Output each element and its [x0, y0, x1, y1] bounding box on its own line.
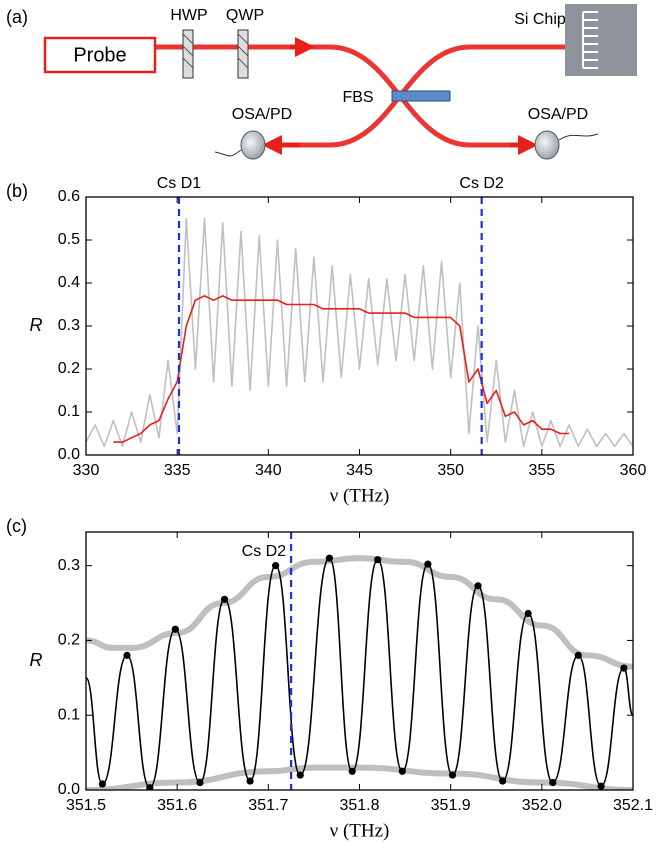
- marker: [123, 651, 131, 659]
- hatch: [237, 33, 249, 69]
- annotation: Cs D1: [157, 175, 202, 192]
- marker: [296, 771, 304, 779]
- y-tick-label: 0.2: [58, 360, 80, 377]
- chart: (b) Cs D1 Cs D2 330 335 340 345 350 355 360 0.0 0.1…: [6, 175, 646, 506]
- series-line: [113, 295, 570, 443]
- marker: [620, 664, 628, 672]
- hwp-plate: [182, 29, 194, 79]
- marker: [424, 560, 432, 568]
- y-tick-label: 0.3: [58, 557, 80, 574]
- x-tick-label: 330: [73, 462, 100, 479]
- marker: [448, 771, 457, 779]
- panel-label: (c): [6, 516, 27, 536]
- x-tick-label: 360: [620, 462, 647, 479]
- y-tick-label: 0.0: [58, 446, 80, 463]
- marker: [597, 782, 605, 790]
- x-tick-label: 351.7: [248, 797, 288, 814]
- envelope: [86, 764, 633, 790]
- x-tick-label: 352.1: [613, 797, 653, 814]
- marker: [499, 777, 507, 785]
- y-tick-label: 0.6: [58, 188, 80, 205]
- frame: [85, 531, 634, 791]
- y-tick-label: 0.1: [58, 706, 80, 723]
- x-tick-label: 351.6: [157, 797, 197, 814]
- qwp-label: QWP: [226, 7, 264, 24]
- y-tick-label: 0.0: [58, 781, 80, 798]
- marker: [574, 651, 582, 659]
- marker: [374, 556, 382, 564]
- chip-label: Si Chip: [514, 11, 566, 28]
- frame: [85, 196, 634, 456]
- x-tick-label: 355: [528, 462, 555, 479]
- x-tick-label: 352.0: [522, 797, 562, 814]
- marker: [398, 767, 406, 775]
- marker: [196, 778, 204, 787]
- qwp-plate: [237, 29, 249, 79]
- marker: [524, 609, 532, 618]
- diagram: (a) Probe HWP QWP FBS Si Chip OSA/PD OSA…: [6, 4, 637, 160]
- x-tick-label: 351.8: [339, 797, 379, 814]
- y-tick-label: 0.5: [58, 231, 80, 248]
- envelope: [86, 555, 633, 670]
- y-tick-label: 0.4: [58, 274, 80, 291]
- chip-lines: [582, 11, 598, 69]
- annotation: Cs D2: [459, 175, 504, 192]
- marker: [325, 554, 334, 562]
- fbs: [391, 90, 451, 102]
- cable: [214, 149, 242, 157]
- y-tick-label: 0.2: [58, 632, 80, 649]
- probe-box: [43, 36, 157, 74]
- x-tick-label: 351.5: [66, 797, 106, 814]
- y-axis-label: R: [30, 315, 43, 335]
- plot-area: [86, 217, 633, 448]
- series-line: [86, 217, 633, 448]
- x-tick-label: 350: [437, 462, 464, 479]
- fbs-label: FBS: [342, 89, 373, 106]
- y-tick-label: 0.3: [58, 317, 80, 334]
- hwp-label: HWP: [170, 7, 207, 24]
- x-axis-label: ν (THz): [330, 820, 390, 841]
- annotation: Cs D2: [242, 543, 287, 560]
- x-tick-label: 340: [255, 462, 282, 479]
- y-tick-label: 0.1: [58, 403, 80, 420]
- marker: [246, 777, 254, 785]
- marker: [348, 767, 356, 775]
- marker: [220, 595, 229, 603]
- x-axis-label: ν (THz): [330, 485, 390, 506]
- plot-area: [86, 554, 633, 790]
- detector: [534, 130, 560, 160]
- cable: [558, 133, 599, 141]
- marker: [474, 582, 482, 590]
- probe-label: Probe: [73, 44, 126, 66]
- marker: [98, 780, 107, 788]
- x-tick-label: 345: [346, 462, 373, 479]
- chip: [565, 4, 637, 76]
- panel-label: (b): [6, 181, 28, 201]
- osa-label: OSA/PD: [528, 106, 588, 123]
- detector: [240, 130, 266, 160]
- marker: [171, 625, 179, 633]
- x-tick-label: 351.9: [431, 797, 471, 814]
- chart: (c) Cs D2 351.5 351.6 351.7 351.8 351.9 352.0 35…: [6, 516, 653, 842]
- marker: [146, 784, 154, 790]
- marker: [272, 562, 280, 570]
- hatch: [182, 33, 194, 69]
- osa-label: OSA/PD: [232, 106, 292, 123]
- y-axis-label: R: [30, 650, 43, 670]
- marker: [549, 778, 557, 787]
- series-line: [86, 557, 633, 789]
- panel-label: (a): [6, 7, 28, 27]
- x-tick-label: 335: [164, 462, 191, 479]
